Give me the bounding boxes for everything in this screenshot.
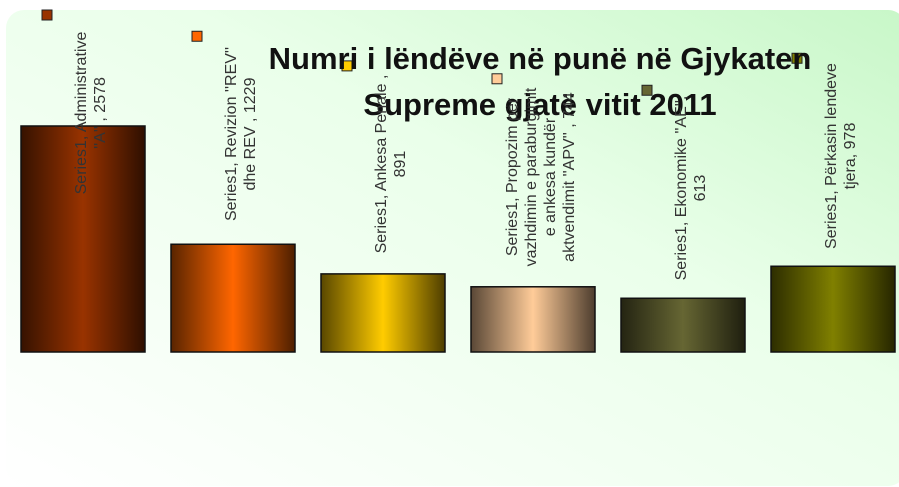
data-label: Series1, Ankesa Penale , 891 [373, 74, 409, 254]
legend-key [191, 30, 203, 42]
bar [620, 297, 746, 353]
legend-key [641, 84, 653, 96]
bar [20, 125, 146, 353]
bar [770, 265, 896, 353]
legend-key [41, 9, 53, 21]
data-label: Series1, Ekonomike ''AE'', 613 [673, 95, 709, 281]
bar [470, 286, 596, 353]
data-label: Series1, Administrative ''A'' , 2578 [73, 31, 109, 195]
data-label: Series1, Revizion ''REV'' dhe REV , 1229 [223, 47, 259, 222]
data-label: Series1, Propozim për vazhdimin e parabu… [504, 87, 578, 267]
chart-background [6, 10, 899, 486]
chart-title: Numri i lëndëve në punë në Gjykaten Supr… [268, 41, 812, 122]
legend-key [491, 73, 503, 85]
legend-key [791, 52, 803, 64]
data-label: Series1, Përkasin lendeve tjera, 978 [823, 63, 859, 250]
bar [170, 243, 296, 353]
legend-key [341, 60, 353, 72]
bar [320, 273, 446, 353]
